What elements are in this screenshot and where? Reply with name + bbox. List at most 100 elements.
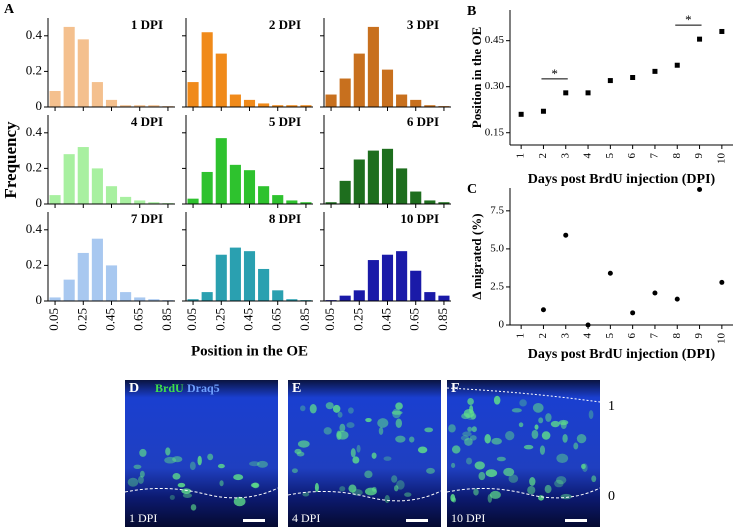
x-tick-label: 2 xyxy=(537,333,549,339)
stain-label: Draq5 xyxy=(187,381,220,395)
panel-letter: C xyxy=(467,182,477,197)
bar xyxy=(258,268,270,301)
bar xyxy=(367,150,379,204)
cell xyxy=(217,463,225,469)
point xyxy=(719,28,725,34)
x-tick-label: 0.65 xyxy=(407,308,422,331)
y-tick-label: 7.5 xyxy=(490,204,504,216)
micrograph xyxy=(125,380,278,527)
cell xyxy=(503,467,515,477)
y-tick-label: 0.15 xyxy=(485,126,505,138)
point xyxy=(652,68,658,74)
point xyxy=(607,270,613,276)
cell xyxy=(371,486,377,492)
cell xyxy=(462,431,472,437)
cell xyxy=(377,418,389,428)
cell xyxy=(573,442,579,450)
bar xyxy=(134,200,146,204)
cell xyxy=(555,476,567,485)
cell xyxy=(233,496,246,507)
cell xyxy=(451,462,456,468)
scale-bar xyxy=(406,519,428,522)
point xyxy=(585,90,591,96)
cell xyxy=(467,397,474,405)
x-tick-label: 0.45 xyxy=(102,308,117,331)
image-panel-letter: D xyxy=(129,381,139,396)
scale-bottom: 0 xyxy=(608,489,615,504)
x-tick-label: 1 xyxy=(515,333,527,339)
cell xyxy=(487,494,493,503)
x-tick-label: 10 xyxy=(715,333,727,345)
y-tick-label: 0.4 xyxy=(26,27,43,42)
panel-title: 10 DPI xyxy=(400,211,439,226)
bar xyxy=(339,180,351,204)
bar xyxy=(148,202,160,204)
cell xyxy=(538,417,544,424)
x-tick-label: 3 xyxy=(559,333,571,339)
y-tick-label: 0.2 xyxy=(26,256,42,271)
x-tick-label: 0.45 xyxy=(240,308,255,331)
cell xyxy=(339,486,346,492)
cell xyxy=(508,474,519,483)
cell xyxy=(291,468,298,474)
bar xyxy=(272,290,284,301)
x-tick-label: 7 xyxy=(648,153,660,159)
cell xyxy=(165,447,171,456)
cell xyxy=(323,427,332,435)
cell xyxy=(484,434,491,444)
bar xyxy=(105,186,118,204)
bar xyxy=(258,186,270,204)
cell xyxy=(550,420,560,428)
cell xyxy=(348,484,357,493)
cell xyxy=(562,433,568,443)
cell xyxy=(409,436,415,443)
cell xyxy=(139,448,147,457)
bar xyxy=(353,53,365,107)
point xyxy=(518,111,524,117)
cell xyxy=(181,488,192,494)
bar xyxy=(339,78,351,107)
basal-boundary xyxy=(446,487,601,499)
x-tick-label: 0.65 xyxy=(269,308,284,331)
bar xyxy=(243,170,256,204)
bar xyxy=(215,254,227,301)
bar xyxy=(353,159,365,204)
bar xyxy=(243,251,256,301)
x-tick-label: 1 xyxy=(515,153,527,159)
bar xyxy=(215,138,227,204)
point xyxy=(540,307,546,313)
bar xyxy=(410,270,422,301)
cell xyxy=(395,435,406,443)
cell xyxy=(392,408,401,419)
bar xyxy=(91,168,103,204)
cell xyxy=(560,493,572,500)
bar xyxy=(367,26,379,107)
cell xyxy=(505,431,515,441)
bar xyxy=(187,198,199,204)
apical-boundary xyxy=(446,387,601,403)
bar xyxy=(325,202,337,204)
cell xyxy=(396,480,405,490)
bar xyxy=(424,105,436,107)
bar xyxy=(410,191,422,204)
cell xyxy=(464,437,473,446)
bar xyxy=(229,164,241,204)
point xyxy=(563,232,569,238)
cell xyxy=(138,475,144,484)
point xyxy=(630,75,636,80)
cell xyxy=(378,427,384,435)
bar xyxy=(91,82,103,107)
cell xyxy=(314,482,319,492)
bar xyxy=(215,53,227,107)
bar xyxy=(272,195,284,204)
cell xyxy=(339,423,346,433)
x-tick-label: 0.45 xyxy=(378,308,393,331)
cell xyxy=(467,426,473,432)
image-label: 10 DPI xyxy=(451,511,485,525)
bar xyxy=(148,299,160,301)
panel-title: 1 DPI xyxy=(131,17,163,32)
bar xyxy=(120,292,132,301)
significance-star: * xyxy=(551,66,558,81)
x-tick-label: 10 xyxy=(715,153,727,165)
